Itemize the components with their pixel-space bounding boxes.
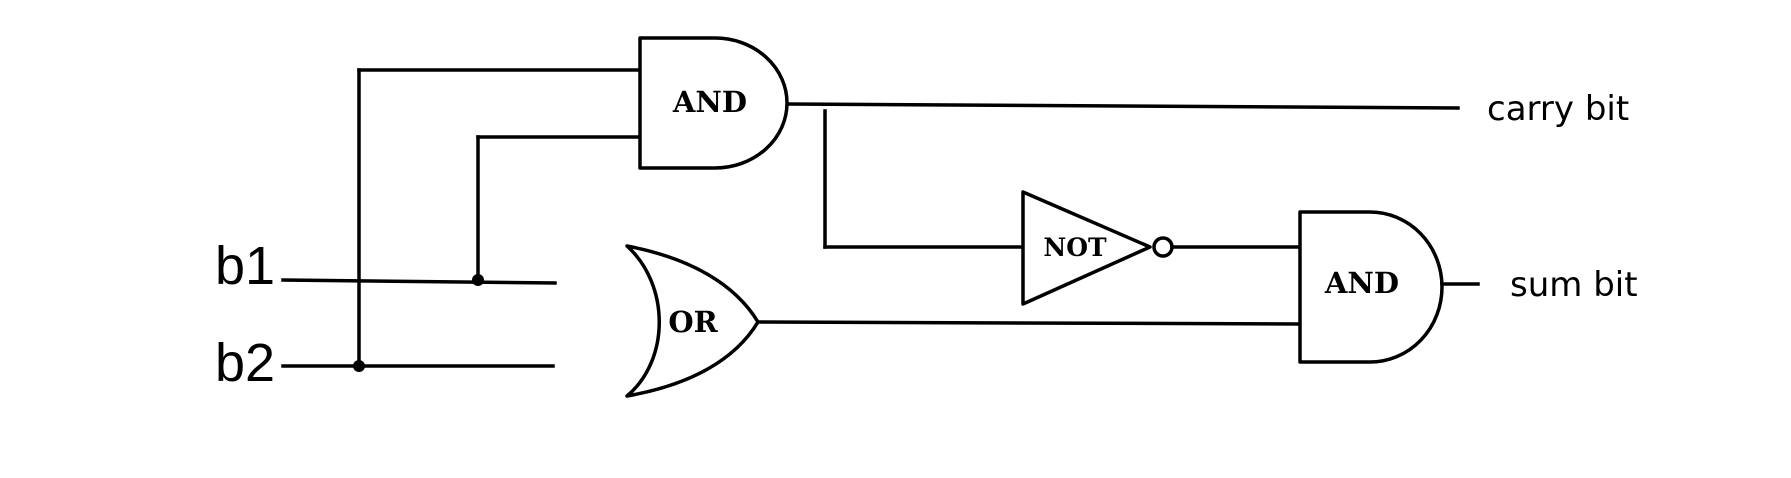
input-b1-label: b1 <box>215 236 275 296</box>
carry-bit-label: carry bit <box>1487 89 1629 129</box>
sum-bit-label: sum bit <box>1510 265 1638 305</box>
b1-branch-wire <box>476 135 639 282</box>
input-b1-wire <box>281 278 557 285</box>
carry-to-not-wire <box>823 109 1025 249</box>
or-gate: OR <box>625 244 760 398</box>
input-b2-label: b2 <box>215 333 275 393</box>
or-to-and-wire <box>756 320 1302 326</box>
carry-output-wire <box>786 102 1460 110</box>
or-gate-label: OR <box>668 305 718 339</box>
b2-junction-dot <box>353 360 365 372</box>
and-gate-sum-label: AND <box>1324 266 1399 300</box>
and-gate-carry-label: AND <box>672 85 747 119</box>
not-gate: NOT <box>1021 190 1174 306</box>
b2-branch-wire <box>357 68 639 368</box>
b1-junction-dot <box>472 274 484 286</box>
and-gate-carry: AND <box>638 36 789 170</box>
and-gate-sum: AND <box>1298 210 1444 364</box>
not-gate-label: NOT <box>1043 233 1107 262</box>
